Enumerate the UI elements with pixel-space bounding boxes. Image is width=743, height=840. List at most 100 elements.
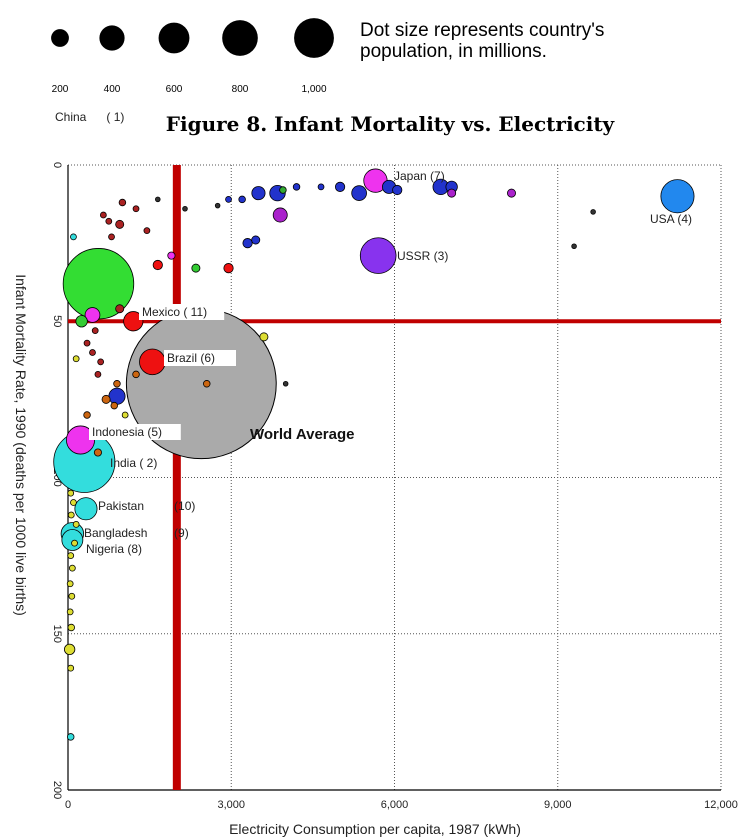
size-legend-text-1: Dot size represents country's — [360, 20, 604, 41]
data-point — [118, 198, 127, 207]
size-legend-label: 400 — [104, 84, 121, 95]
data-point — [63, 643, 76, 656]
data-point — [97, 358, 105, 366]
data-point — [203, 380, 211, 388]
data-point — [238, 195, 246, 204]
data-point — [392, 184, 403, 196]
data-point — [108, 233, 115, 241]
label-backdrop — [89, 424, 181, 440]
data-point — [110, 401, 118, 410]
size-legend-dot — [99, 25, 125, 51]
country-label: Japan (7) — [394, 169, 445, 183]
data-point — [447, 188, 457, 198]
data-point — [251, 186, 266, 201]
data-point — [279, 186, 287, 194]
data-point — [132, 370, 140, 379]
data-point — [115, 219, 125, 229]
country-label: Bangladesh (9) — [84, 526, 189, 540]
data-point — [167, 251, 176, 260]
world-average-label: World Average — [250, 426, 354, 443]
data-point — [191, 263, 201, 273]
x-tick-label: 6,000 — [381, 799, 409, 811]
data-point — [84, 307, 101, 323]
country-label: Nigeria (8) — [86, 542, 142, 556]
x-tick-label: 12,000 — [704, 799, 738, 811]
data-point — [292, 183, 301, 191]
data-point — [121, 411, 129, 419]
country-label: Indonesia (5) — [92, 425, 162, 439]
size-legend-dot — [294, 18, 334, 58]
data-point — [72, 521, 80, 528]
data-point — [83, 411, 91, 419]
data-point — [70, 499, 77, 506]
world-average-horizontal-line — [68, 319, 721, 324]
size-legend-label: 1,000 — [301, 84, 326, 95]
data-point — [507, 188, 516, 198]
data-point — [590, 209, 596, 215]
y-tick-label: 0 — [51, 162, 63, 168]
data-point — [89, 349, 96, 356]
y-axis-title: Infant Mortality Rate, 1990 (deaths per … — [13, 274, 29, 616]
x-tick-label: 3,000 — [217, 799, 245, 811]
country-label: China ( 1) — [55, 110, 124, 124]
y-tick-label: 200 — [51, 781, 63, 799]
country-label: India ( 2) — [110, 456, 157, 470]
data-point — [242, 238, 253, 249]
country-point — [61, 529, 84, 551]
data-point — [72, 355, 80, 363]
data-point — [67, 552, 75, 559]
data-point — [223, 263, 234, 274]
data-point — [182, 206, 188, 212]
data-point — [571, 243, 577, 249]
label-backdrop — [139, 304, 225, 320]
data-point — [225, 196, 232, 203]
label-backdrop — [164, 350, 236, 366]
data-point — [108, 387, 126, 405]
country-label: USA (4) — [650, 212, 692, 226]
data-point — [68, 564, 76, 572]
data-point — [152, 259, 163, 271]
chart-title: Figure 8. Infant Mortality vs. Electrici… — [166, 112, 616, 136]
country-point — [359, 237, 397, 274]
country-label: USSR (3) — [397, 249, 448, 263]
world-average-vertical-line — [172, 165, 181, 790]
data-points — [53, 168, 695, 741]
data-point — [68, 592, 76, 600]
x-tick-label: 9,000 — [544, 799, 572, 811]
country-point — [660, 179, 695, 214]
country-point — [123, 311, 144, 332]
data-point — [100, 211, 107, 219]
data-point — [83, 339, 91, 347]
data-point — [334, 181, 346, 192]
data-point — [282, 381, 289, 387]
data-point — [143, 227, 151, 234]
data-point — [75, 315, 88, 328]
data-point — [105, 217, 113, 225]
size-legend-text-2: population, in millions. — [360, 41, 547, 62]
data-point — [67, 664, 75, 672]
size-legend-dot — [158, 22, 190, 54]
data-point — [259, 332, 269, 342]
country-label: Brazil (6) — [167, 351, 215, 365]
data-point — [71, 539, 78, 547]
point-labels: China ( 1) India ( 2) USSR (3) USA (4) Indon… — [55, 110, 692, 556]
country-label: Pakistan (10) — [98, 499, 195, 513]
size-legend-label: 200 — [52, 84, 69, 95]
country-point — [139, 348, 166, 376]
size-legend-label: 600 — [166, 84, 183, 95]
country-point — [74, 497, 98, 521]
data-point — [91, 327, 99, 334]
data-point — [67, 623, 75, 632]
data-point — [155, 196, 161, 203]
data-point — [132, 205, 140, 213]
y-tick-label: 50 — [51, 315, 63, 327]
y-tick-label: 150 — [51, 625, 63, 643]
size-legend-dot — [222, 20, 258, 56]
data-point — [113, 380, 121, 388]
data-point — [67, 489, 75, 497]
data-point — [115, 304, 125, 314]
country-label: Mexico ( 11) — [142, 305, 207, 319]
size-legend: 200 400 600 800 1,000 Dot size represents co… — [51, 18, 604, 95]
size-legend-dot — [51, 29, 69, 47]
